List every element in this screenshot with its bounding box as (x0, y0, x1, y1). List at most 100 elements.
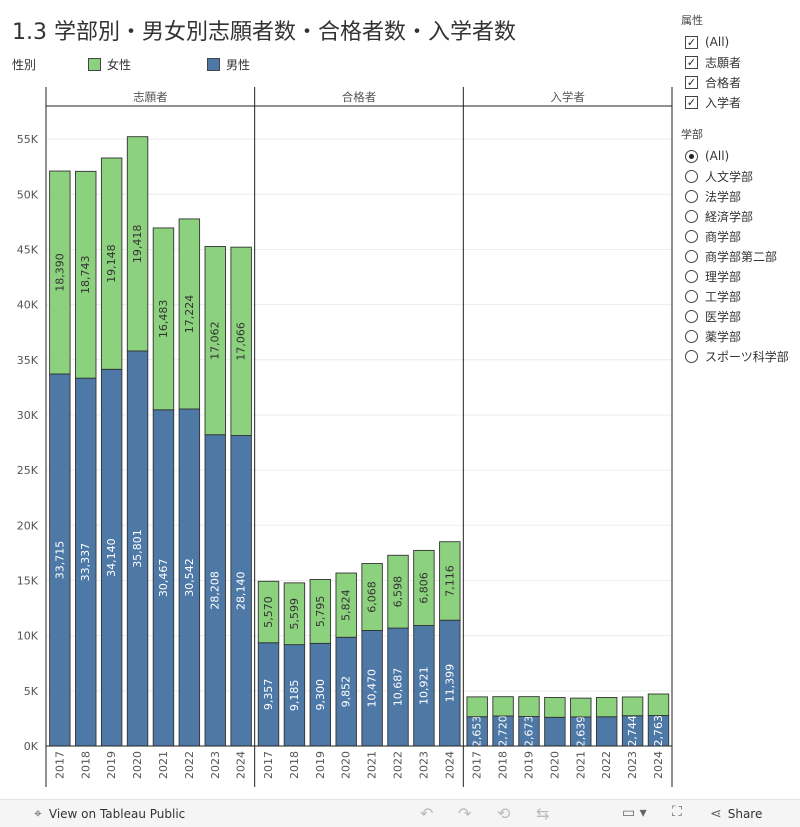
x-tick-label: 2023 (626, 751, 639, 779)
faculty-option-label: 法学部 (705, 189, 742, 204)
x-tick-label: 2017 (53, 751, 66, 779)
refresh-icon[interactable]: ⇆ (536, 804, 550, 823)
x-tick-label: 2023 (209, 751, 222, 779)
radio-button[interactable] (685, 249, 698, 263)
bar-segment-female (361, 563, 383, 631)
revert-icon[interactable]: ⟲ (497, 804, 511, 823)
checkbox[interactable]: ✓ (685, 55, 698, 69)
faculty-option[interactable]: 商学部 (685, 226, 800, 246)
legend-item-label: 男性 (226, 58, 251, 72)
radio-button[interactable] (685, 329, 698, 343)
y-tick-label: 50K (17, 188, 39, 201)
bar-segment-female (152, 227, 175, 411)
checkbox[interactable]: ✓ (685, 35, 698, 49)
faculty-option[interactable]: 薬学部 (685, 326, 800, 346)
data-label: 2,744 (626, 715, 639, 747)
bar-segment-female (439, 541, 461, 621)
y-tick-label: 10K (17, 630, 39, 643)
radio-button[interactable] (685, 229, 698, 243)
data-label: 30,542 (183, 558, 196, 597)
faculty-option-label: 工学部 (705, 289, 742, 304)
tableau-icon: ⌖ (34, 806, 42, 822)
data-label: 9,300 (314, 679, 327, 711)
y-tick-label: 45K (17, 243, 39, 256)
legend-label: 性別 (12, 58, 37, 72)
faculty-option[interactable]: 経済学部 (685, 206, 800, 226)
fullscreen-icon[interactable]: ⛶ (672, 804, 682, 820)
data-label: 19,148 (105, 244, 118, 283)
x-tick-label: 2020 (131, 751, 144, 779)
data-label: 7,116 (443, 565, 456, 597)
faculty-option-label: 薬学部 (705, 329, 742, 344)
faculty-option[interactable]: 医学部 (685, 306, 800, 326)
faculty-option[interactable]: (All) (685, 146, 800, 166)
attribute-option[interactable]: ✓ 志願者 (685, 52, 800, 72)
x-tick-label: 2019 (314, 751, 327, 779)
data-label: 6,598 (392, 576, 405, 608)
data-label: 33,715 (53, 541, 66, 580)
data-label: 18,390 (53, 253, 66, 292)
data-label: 5,795 (314, 596, 327, 628)
faculty-option[interactable]: 商学部第二部 (685, 246, 800, 266)
checkbox[interactable]: ✓ (685, 75, 698, 89)
panel-header: 志願者 (133, 90, 168, 104)
bar-segment-female (309, 578, 332, 644)
radio-button[interactable] (685, 169, 698, 183)
attribute-option[interactable]: ✓ 合格者 (685, 72, 800, 92)
x-tick-label: 2024 (235, 751, 248, 779)
y-tick-label: 15K (17, 574, 39, 587)
bar-segment-female (335, 572, 357, 638)
faculty-option-label: 人文学部 (705, 169, 754, 184)
x-tick-label: 2018 (288, 751, 301, 779)
y-tick-label: 0K (24, 740, 39, 753)
y-tick-label: 40K (17, 299, 39, 312)
data-label: 28,140 (235, 571, 248, 610)
data-label: 6,068 (366, 581, 379, 613)
radio-button[interactable] (685, 309, 698, 323)
data-label: 18,743 (79, 255, 92, 294)
undo-icon[interactable]: ↶ (420, 804, 434, 823)
panel-header: 入学者 (550, 90, 585, 104)
legend-item-male[interactable]: 男性 (207, 56, 250, 73)
y-tick-label: 25K (17, 464, 39, 477)
bar-segment-female (647, 693, 670, 716)
attribute-option-label: 志願者 (705, 55, 742, 70)
view-on-tableau-link[interactable]: ⌖ View on Tableau Public (34, 806, 185, 822)
faculty-option[interactable]: スポーツ科学部 (685, 346, 800, 366)
redo-icon[interactable]: ↷ (458, 804, 472, 823)
faculty-option[interactable]: 法学部 (685, 186, 800, 206)
radio-button[interactable] (685, 269, 698, 283)
checkbox[interactable]: ✓ (685, 95, 698, 109)
comment-icon[interactable]: ▭ ▾ (622, 805, 647, 821)
x-tick-label: 2018 (497, 751, 510, 779)
faculty-option[interactable]: 工学部 (685, 286, 800, 306)
radio-button[interactable] (685, 289, 698, 303)
legend-item-female[interactable]: 女性 (88, 56, 131, 73)
data-label: 2,720 (497, 715, 510, 747)
faculty-option[interactable]: 人文学部 (685, 166, 800, 186)
attribute-option[interactable]: ✓ 入学者 (685, 92, 800, 112)
data-label: 9,852 (340, 676, 353, 708)
faculty-filter-list: (All) 人文学部法学部経済学部商学部 商学部第二部理学部工学部医学部薬学部スポー… (675, 146, 800, 366)
share-icon: ⋖ (710, 806, 722, 822)
bar-segment-female (387, 554, 409, 629)
radio-button[interactable] (685, 189, 698, 203)
bar-segment-male (595, 716, 618, 747)
bar-segment-female (75, 170, 97, 379)
data-label: 17,062 (209, 321, 222, 360)
x-tick-label: 2024 (443, 751, 456, 779)
bar-segment-female (100, 157, 123, 370)
x-tick-label: 2024 (652, 751, 665, 779)
x-tick-label: 2022 (600, 751, 613, 779)
faculty-option-label: 経済学部 (705, 209, 754, 224)
radio-button[interactable] (685, 209, 698, 223)
faculty-option-label: 理学部 (705, 269, 742, 284)
radio-button[interactable] (685, 149, 698, 163)
attribute-option[interactable]: ✓ (All) (685, 32, 800, 52)
legend-swatch-female (88, 58, 101, 71)
y-tick-label: 5K (24, 685, 39, 698)
radio-button[interactable] (685, 349, 698, 363)
panel-header: 合格者 (342, 90, 377, 104)
share-button[interactable]: ⋖ Share (710, 806, 762, 822)
faculty-option[interactable]: 理学部 (685, 266, 800, 286)
